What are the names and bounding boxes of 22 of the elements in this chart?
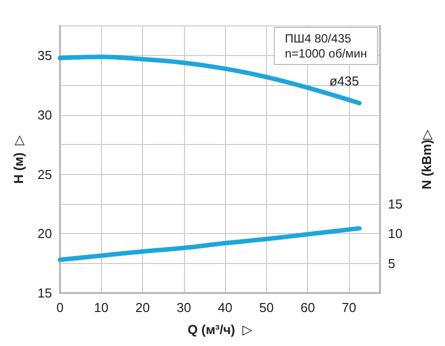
- annotation: ПШ4 80/435 n=1000 об/мин: [284, 32, 367, 60]
- y2-tick-label: 15: [388, 196, 402, 212]
- x-tick-label: 0: [56, 300, 64, 315]
- x-tick-label: 10: [94, 300, 109, 315]
- y2-tick-label: 10: [388, 226, 402, 242]
- series-label: ø435: [329, 74, 359, 89]
- x-tick-label: 20: [135, 300, 150, 315]
- x-axis-title: Q (м³/ч) ▷: [188, 322, 252, 337]
- y-axis-title: H (м) ▷: [11, 135, 26, 184]
- x-tick-label: 30: [176, 300, 192, 315]
- x-tick-label: 60: [300, 300, 315, 315]
- y-tick-label: 30: [38, 108, 52, 122]
- y2-tick-label: 5: [388, 256, 396, 271]
- y-tick-label: 15: [38, 286, 52, 300]
- y-tick-label: 20: [38, 226, 52, 242]
- y-tick-label: 35: [38, 48, 52, 64]
- y-tick-label: 25: [38, 166, 52, 182]
- y2-axis-title: N (kBm)▷: [419, 130, 434, 190]
- x-tick-label: 70: [342, 300, 356, 315]
- x-tick-label: 40: [218, 300, 232, 315]
- x-tick-label: 50: [259, 300, 274, 315]
- line-series: [58, 226, 362, 262]
